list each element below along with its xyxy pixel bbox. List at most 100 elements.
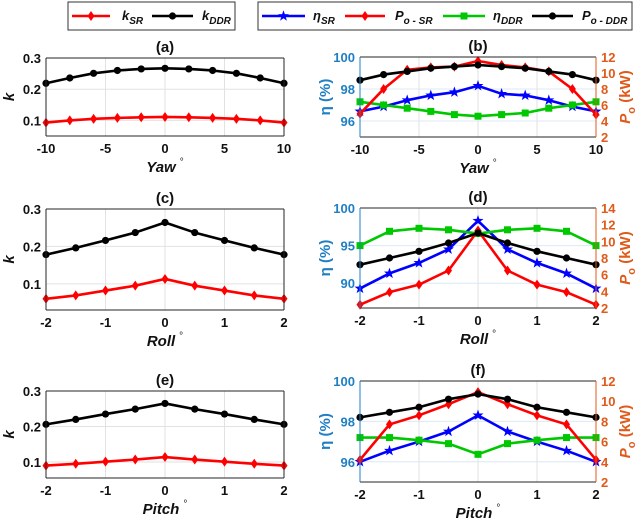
data-point: [72, 244, 80, 252]
data-point: [415, 247, 423, 255]
data-point: [209, 66, 217, 75]
y-tick-label: 0.3: [23, 202, 41, 217]
y-right-axis-label: Po (kW): [617, 405, 638, 458]
x-tick-label: -5: [100, 141, 112, 156]
subplot-title: (b): [468, 38, 487, 55]
data-point: [533, 403, 541, 411]
legend-item: kSR: [72, 8, 144, 27]
data-point: [545, 104, 553, 112]
legend-symbol: k: [122, 8, 130, 23]
x-axis-label: Roll °: [460, 329, 496, 348]
y-tick-label: 98: [341, 414, 355, 429]
y-tick-label: 0.2: [23, 420, 41, 435]
series-p-o-ddr: [356, 390, 600, 421]
power-unit: (kW): [617, 70, 634, 107]
data-point: [425, 89, 437, 101]
y-right-tick-label: 12: [601, 50, 615, 65]
subplot-title: (d): [468, 189, 487, 206]
legend-item: ηDDR: [443, 8, 523, 27]
y-axis-label: η (%): [317, 413, 334, 450]
y-axis-label: k: [1, 255, 18, 264]
data-point: [250, 458, 258, 469]
subplot-e: -2 -1 0 1 2 0.1 0.2 0.3 (e) Pitch ° k: [1, 372, 288, 518]
data-point: [450, 111, 458, 119]
data-point: [533, 410, 541, 421]
data-point: [444, 395, 453, 403]
data-point: [380, 84, 388, 94]
x-tick-label: -10: [351, 142, 370, 157]
data-point: [545, 67, 553, 75]
data-point: [474, 61, 482, 69]
data-point: [415, 436, 423, 444]
y-right-tick-label: 6: [601, 268, 608, 283]
data-point: [250, 244, 258, 252]
x-tick-label: 1: [221, 315, 228, 330]
data-point: [232, 69, 240, 77]
data-point: [161, 273, 169, 284]
degree-unit: °: [180, 157, 184, 168]
circle-marker-icon: [548, 12, 557, 20]
x-tick-label: 0: [474, 487, 481, 502]
legend-subscript: o - DDR: [591, 16, 628, 27]
data-point: [543, 94, 555, 105]
data-point: [66, 115, 74, 126]
subplot-c: -2 -1 0 1 2 0.1 0.2 0.3 (c) Roll ° k: [1, 190, 288, 350]
legend-item: Po - DDR: [532, 8, 628, 27]
x-tick-label: 1: [533, 487, 540, 502]
subplot-title: (f): [471, 362, 486, 379]
legend-label: kSR: [122, 8, 144, 27]
data-point: [137, 65, 145, 73]
data-point: [220, 410, 229, 418]
legend-left: kSR kDDR: [67, 1, 236, 31]
data-point: [383, 444, 396, 456]
y-right-tick-label: 14: [601, 201, 616, 216]
degree-unit: °: [183, 499, 187, 510]
y-tick-label: 0.1: [23, 277, 41, 292]
y-right-tick-label: 4: [601, 455, 609, 470]
x-axis-label: Pitch °: [456, 503, 501, 522]
y-tick-label: 100: [333, 50, 355, 65]
data-point: [401, 94, 413, 105]
data-point: [568, 101, 576, 109]
y-tick-label: 0.3: [23, 51, 41, 66]
data-point: [448, 86, 460, 97]
power-subscript: o: [626, 268, 638, 275]
diamond-marker-icon: [361, 11, 369, 21]
x-tick-label: 2: [592, 313, 599, 328]
subplot-title: (e): [156, 372, 174, 389]
data-point: [472, 409, 484, 421]
data-point: [72, 290, 80, 301]
legend-label: ηSR: [313, 8, 336, 27]
y-right-tick-label: 10: [601, 394, 615, 409]
y-right-tick-label: 8: [601, 251, 608, 266]
data-point: [560, 444, 573, 456]
x-tick-label: 2: [592, 487, 599, 502]
x-tick-label: -1: [100, 315, 112, 330]
data-point: [101, 410, 110, 418]
data-point: [533, 279, 541, 290]
x-tick-label: -1: [413, 487, 425, 502]
subplot-a: -10 -5 0 5 10 0.1 0.2 0.3 (a) Yaw ° k: [1, 39, 291, 176]
data-point: [427, 64, 435, 72]
legend-symbol: η: [493, 8, 501, 23]
data-point: [90, 113, 98, 124]
y-right-tick-label: 12: [601, 218, 615, 233]
data-point: [472, 80, 484, 91]
x-tick-label: 1: [533, 313, 540, 328]
y-tick-label: 98: [341, 82, 355, 97]
data-point: [185, 65, 193, 73]
data-point: [113, 66, 121, 75]
y-right-tick-label: 12: [601, 374, 615, 389]
y-tick-label: 0.1: [23, 455, 41, 470]
data-point: [472, 214, 484, 226]
legend-label: Po - DDR: [582, 8, 628, 27]
data-point: [496, 88, 508, 99]
data-point: [256, 74, 264, 82]
x-tick-label: -10: [37, 141, 56, 156]
data-point: [501, 243, 514, 255]
y-right-tick-label: 2: [601, 130, 608, 145]
y-right-tick-label: 2: [601, 301, 608, 316]
legend-symbol: P: [582, 8, 591, 23]
